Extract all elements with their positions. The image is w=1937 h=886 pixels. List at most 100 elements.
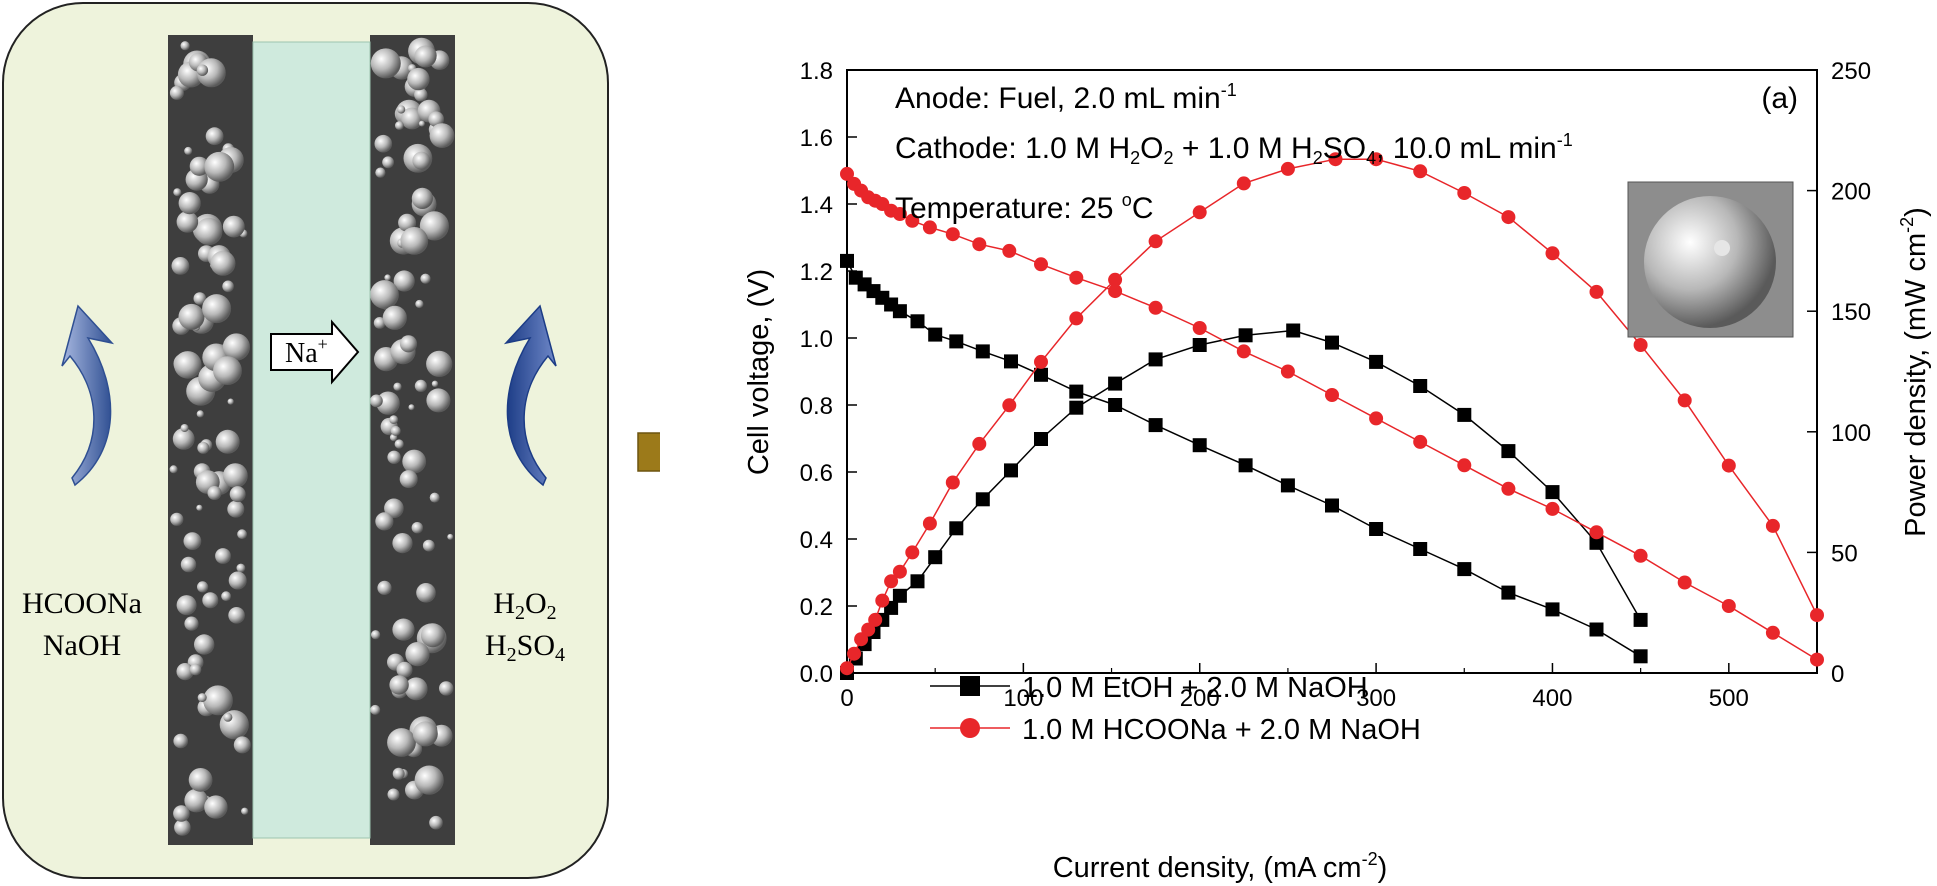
catalyst-particle (412, 721, 438, 747)
series-1-power-point (861, 622, 876, 637)
series-0-voltage-point (975, 344, 990, 359)
catalyst-particle (420, 623, 445, 648)
series-1-power-point (1328, 152, 1343, 167)
y-tick-label: 1.0 (800, 326, 833, 353)
series-1-power-point (1633, 338, 1648, 352)
catalyst-particle (377, 580, 392, 596)
cathode-species-2: H2SO4 (485, 629, 565, 666)
catalyst-particle (196, 504, 203, 511)
catalyst-particle (428, 111, 445, 127)
catalyst-particle (213, 356, 242, 385)
catalyst-particle (180, 41, 190, 51)
cell-schematic: Na+ HCOONa NaOH H2O2 H2SO4 (2, 2, 660, 879)
catalyst-particle (196, 410, 204, 418)
catalyst-particle (229, 486, 246, 503)
series-1-voltage-point (1765, 625, 1780, 640)
series-0-power-point (1369, 354, 1384, 369)
series-0-power-point (928, 550, 943, 565)
series-1-voltage-point (1457, 458, 1472, 473)
series-1-power-point (1457, 186, 1472, 200)
catalyst-particle (414, 379, 427, 392)
catalyst-particle (222, 280, 234, 293)
series-layer (840, 152, 1824, 680)
series-0-voltage-point (1069, 384, 1084, 399)
series-0-voltage-point (1501, 585, 1516, 600)
y-tick-label: 0.6 (800, 460, 833, 487)
legend-marker-hcoona (960, 718, 980, 738)
series-1-power-point (1034, 354, 1048, 369)
legend: 1.0 M EtOH + 2.0 M NaOH 1.0 M HCOONa + 2… (930, 672, 1421, 746)
catalyst-particle (419, 211, 449, 241)
catalyst-particle (174, 351, 202, 379)
x-tick-label: 500 (1709, 685, 1749, 712)
sem-particle (1644, 196, 1776, 328)
catalyst-particle (172, 428, 195, 450)
right-curved-arrow-icon (503, 304, 557, 487)
anode-annotation: Anode: Fuel, 2.0 mL min-1 (895, 80, 1237, 115)
series-1-power-point (945, 475, 960, 490)
series-1-power-point (875, 593, 890, 608)
catalyst-particle (401, 107, 423, 130)
catalyst-particle (414, 45, 437, 68)
series-1-voltage-point (1236, 344, 1251, 359)
series-0-power-point (1501, 444, 1516, 459)
series-0-voltage-point (910, 314, 925, 329)
series-1-power-point (1108, 272, 1123, 287)
y-tick-label: 1.8 (800, 58, 833, 85)
y2-tick-label: 0 (1831, 661, 1844, 688)
series-1-power-point (1280, 161, 1295, 176)
catalyst-particle (393, 270, 415, 292)
y2-tick-label: 150 (1831, 299, 1871, 326)
y-tick-label: 1.6 (800, 125, 833, 152)
catalyst-particle (197, 581, 209, 593)
series-0-power-point (1148, 352, 1163, 367)
catalyst-particle (227, 398, 234, 405)
series-0-voltage-point (1148, 418, 1163, 433)
ion-label: Na+ (285, 334, 328, 369)
catalyst-particle (221, 591, 232, 602)
series-1-power-point (1677, 393, 1692, 408)
catalyst-particle (197, 693, 207, 703)
x-tick-label: 0 (840, 685, 853, 712)
series-1-power-point (1069, 311, 1084, 326)
catalyst-particle (189, 663, 202, 676)
series-0-voltage-point (1589, 622, 1604, 637)
catalyst-particle (173, 733, 188, 749)
catalyst-particle (236, 563, 246, 573)
catalyst-particle (416, 583, 436, 603)
y-tick-label: 0.8 (800, 393, 833, 420)
y-tick-label: 0.0 (800, 661, 833, 688)
catalyst-particle (392, 618, 415, 641)
catalyst-particle (189, 156, 209, 176)
catalyst-particle (197, 441, 210, 454)
series-1-voltage-point (840, 166, 854, 181)
y-tick-label: 1.2 (800, 259, 833, 286)
series-1-power-point (1236, 176, 1251, 191)
series-0-power-point (1325, 335, 1339, 350)
series-0-power-point (1413, 379, 1428, 393)
catalyst-particle (222, 215, 245, 238)
catalyst-particle (389, 675, 409, 695)
series-0-power-point (1286, 323, 1301, 338)
catalyst-particle (171, 257, 190, 275)
series-1-voltage-point (922, 220, 937, 235)
catalyst-particle (412, 151, 431, 170)
catalyst-particle (408, 404, 415, 411)
series-1-voltage-point (1192, 321, 1207, 335)
series-1-power-point (1501, 210, 1516, 225)
series-0-power-point (1457, 407, 1472, 422)
series-1-voltage-point (1413, 434, 1428, 449)
catalyst-particle (205, 127, 224, 146)
catalyst-particle (396, 661, 413, 678)
catalyst-particle (374, 134, 393, 153)
series-0-voltage-point (892, 304, 907, 319)
catalyst-particle (397, 105, 406, 114)
catalyst-particle (389, 415, 399, 424)
ion-arrow-icon (270, 319, 360, 385)
series-1-voltage-point (1069, 270, 1084, 285)
legend-label-etoh: 1.0 M EtOH + 2.0 M NaOH (1022, 672, 1368, 704)
catalyst-particle (184, 146, 193, 155)
catalyst-particle (223, 712, 233, 722)
series-1-power-point (1545, 246, 1560, 261)
